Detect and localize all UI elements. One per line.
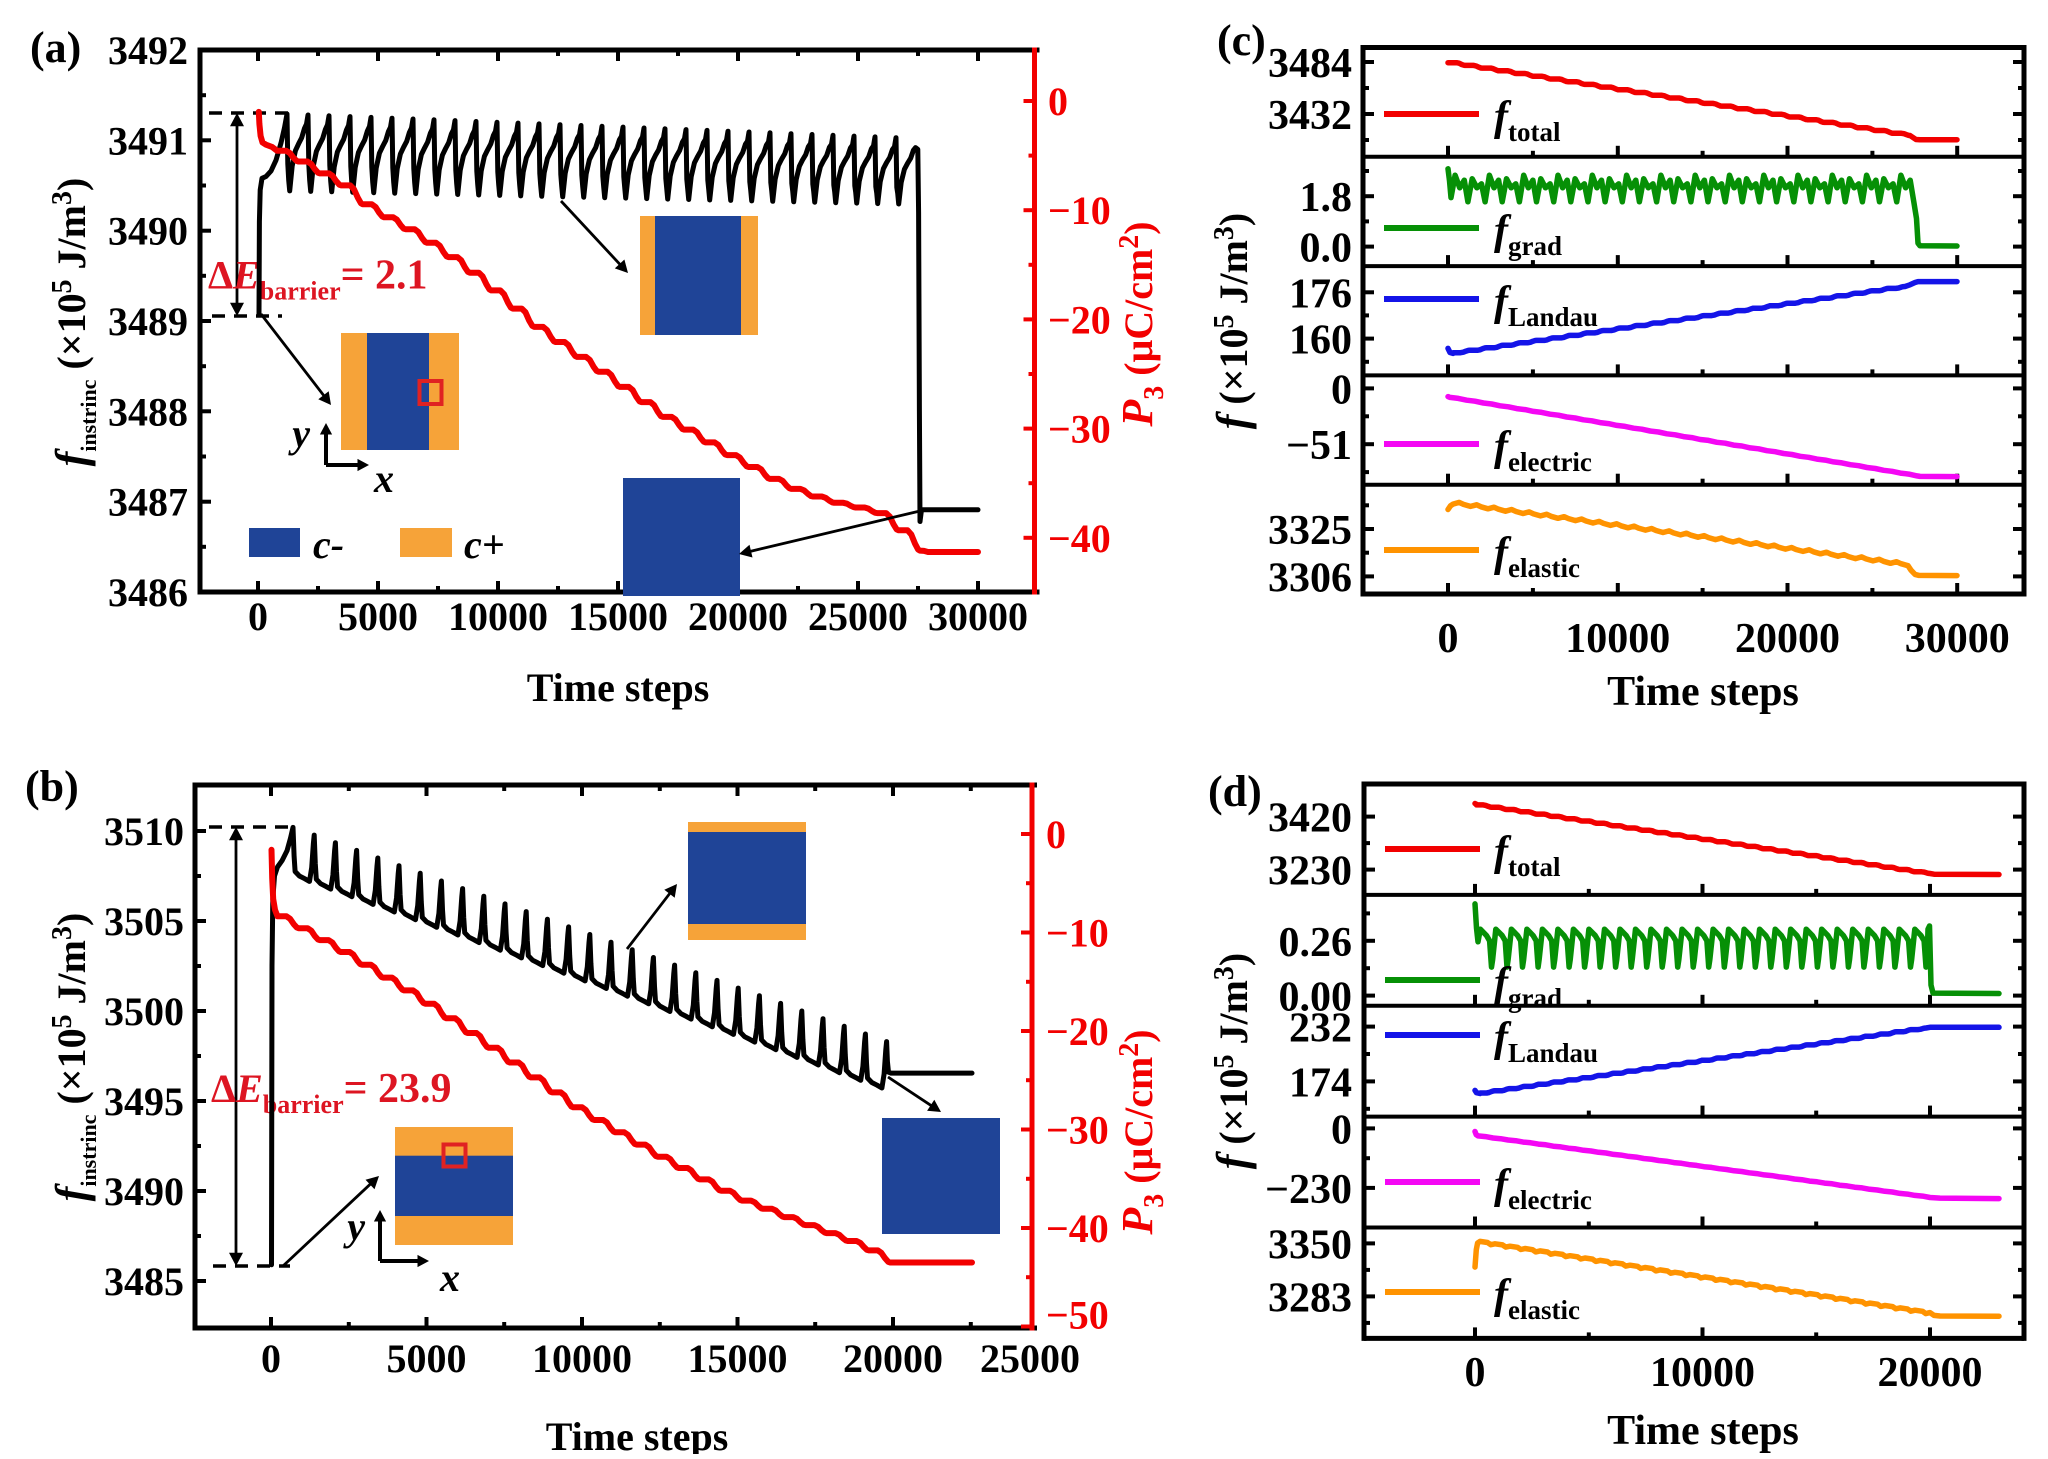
svg-text:ftotal: ftotal	[1494, 94, 1561, 147]
svg-text:−20: −20	[1046, 1009, 1109, 1054]
svg-text:y: y	[288, 411, 310, 456]
svg-text:Time steps: Time steps	[1607, 1408, 1799, 1454]
svg-text:0: 0	[1331, 367, 1352, 413]
svg-text:fgrad: fgrad	[1494, 960, 1562, 1013]
svg-text:3306: 3306	[1268, 555, 1352, 601]
svg-text:−40: −40	[1048, 516, 1111, 561]
svg-text:3490: 3490	[104, 1169, 184, 1214]
svg-text:20000: 20000	[1878, 1350, 1983, 1396]
svg-text:3230: 3230	[1268, 849, 1352, 895]
svg-text:0: 0	[1438, 616, 1459, 662]
svg-text:ΔEbarrier= 2.1: ΔEbarrier= 2.1	[208, 253, 428, 306]
svg-text:5000: 5000	[387, 1336, 467, 1381]
svg-text:−30: −30	[1048, 407, 1111, 452]
svg-text:1.8: 1.8	[1300, 175, 1353, 221]
svg-text:0: 0	[1046, 812, 1066, 857]
svg-text:20000: 20000	[843, 1336, 943, 1381]
svg-text:3486: 3486	[108, 570, 188, 615]
svg-text:P3 (μC/cm2): P3 (μC/cm2)	[1113, 221, 1170, 427]
svg-text:3488: 3488	[108, 389, 188, 434]
svg-text:Time steps: Time steps	[546, 1414, 729, 1454]
svg-text:felectric: felectric	[1494, 1162, 1592, 1215]
svg-text:felastic: felastic	[1494, 1272, 1580, 1325]
svg-text:3325: 3325	[1268, 508, 1352, 554]
svg-text:0.00: 0.00	[1279, 975, 1353, 1021]
svg-text:−40: −40	[1046, 1206, 1109, 1251]
svg-text:P3 (μC/cm2): P3 (μC/cm2)	[1113, 1029, 1170, 1235]
svg-text:−10: −10	[1046, 911, 1109, 956]
svg-text:(a): (a)	[30, 23, 81, 72]
svg-text:Time steps: Time steps	[1607, 669, 1799, 715]
svg-text:−230: −230	[1265, 1167, 1352, 1213]
svg-text:(d): (d)	[1208, 767, 1262, 816]
svg-text:3500: 3500	[104, 989, 184, 1034]
svg-text:felastic: felastic	[1494, 530, 1580, 583]
svg-text:3489: 3489	[108, 299, 188, 344]
svg-text:174: 174	[1289, 1060, 1352, 1106]
svg-text:3432: 3432	[1268, 93, 1352, 139]
svg-text:232: 232	[1289, 1006, 1352, 1052]
svg-text:−20: −20	[1048, 297, 1111, 342]
svg-text:fgrad: fgrad	[1494, 208, 1562, 261]
svg-text:(c): (c)	[1217, 16, 1266, 65]
svg-text:0.26: 0.26	[1279, 920, 1353, 966]
svg-text:3487: 3487	[108, 480, 188, 525]
svg-text:fLandau: fLandau	[1494, 279, 1598, 332]
svg-text:−51: −51	[1286, 423, 1352, 469]
svg-text:3350: 3350	[1268, 1222, 1352, 1268]
svg-text:15000: 15000	[688, 1336, 788, 1381]
svg-text:c-: c-	[313, 522, 344, 567]
svg-text:5000: 5000	[338, 594, 418, 639]
svg-text:ΔEbarrier= 23.9: ΔEbarrier= 23.9	[211, 1066, 452, 1119]
svg-text:10000: 10000	[1650, 1350, 1755, 1396]
svg-text:0: 0	[248, 594, 268, 639]
svg-text:c+: c+	[464, 522, 505, 567]
svg-text:fLandau: fLandau	[1494, 1015, 1598, 1068]
svg-text:3490: 3490	[108, 209, 188, 254]
svg-text:10000: 10000	[532, 1336, 632, 1381]
svg-text:−10: −10	[1048, 188, 1111, 233]
svg-text:3484: 3484	[1268, 41, 1352, 87]
svg-text:finstrinc (×105 J/m3): finstrinc (×105 J/m3)	[47, 178, 101, 467]
svg-text:f (×105 J/m3): f (×105 J/m3)	[1208, 953, 1257, 1170]
svg-text:176: 176	[1289, 271, 1352, 317]
svg-text:30000: 30000	[1905, 616, 2010, 662]
svg-text:−50: −50	[1046, 1293, 1109, 1338]
svg-text:3283: 3283	[1268, 1275, 1352, 1321]
svg-text:3491: 3491	[108, 118, 188, 163]
svg-text:Time steps: Time steps	[527, 665, 710, 710]
svg-text:3505: 3505	[104, 899, 184, 944]
svg-text:20000: 20000	[688, 594, 788, 639]
svg-text:x: x	[439, 1255, 460, 1300]
svg-text:3485: 3485	[104, 1259, 184, 1304]
svg-text:0: 0	[1048, 79, 1068, 124]
svg-text:3495: 3495	[104, 1079, 184, 1124]
svg-text:ftotal: ftotal	[1494, 829, 1561, 882]
svg-text:0: 0	[1331, 1107, 1352, 1153]
svg-text:25000: 25000	[808, 594, 908, 639]
svg-text:0: 0	[1465, 1350, 1486, 1396]
svg-text:felectric: felectric	[1494, 424, 1592, 477]
svg-text:−30: −30	[1046, 1108, 1109, 1153]
svg-text:3492: 3492	[108, 28, 188, 73]
svg-text:10000: 10000	[448, 594, 548, 639]
svg-text:y: y	[343, 1204, 365, 1249]
svg-text:20000: 20000	[1735, 616, 1840, 662]
svg-text:finstrinc (×105 J/m3): finstrinc (×105 J/m3)	[47, 913, 101, 1202]
svg-text:0.0: 0.0	[1300, 226, 1353, 272]
svg-text:15000: 15000	[568, 594, 668, 639]
svg-text:x: x	[373, 456, 394, 501]
svg-text:0: 0	[261, 1336, 281, 1381]
svg-text:30000: 30000	[928, 594, 1028, 639]
svg-text:(b): (b)	[25, 762, 79, 811]
svg-text:f (×105 J/m3): f (×105 J/m3)	[1208, 213, 1257, 430]
svg-text:25000: 25000	[980, 1336, 1080, 1381]
svg-text:160: 160	[1289, 318, 1352, 364]
svg-text:10000: 10000	[1565, 616, 1670, 662]
svg-text:3510: 3510	[104, 809, 184, 854]
svg-text:3420: 3420	[1268, 796, 1352, 842]
